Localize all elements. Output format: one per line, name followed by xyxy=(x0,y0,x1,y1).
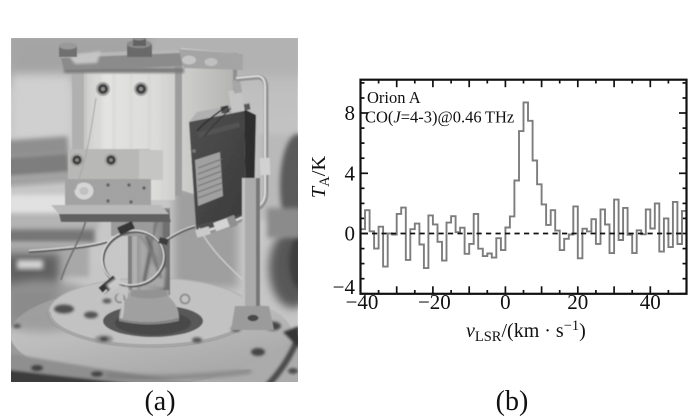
svg-text:CO(J=4-3)@0.46 THz: CO(J=4-3)@0.46 THz xyxy=(365,108,514,127)
svg-text:4: 4 xyxy=(345,162,356,186)
svg-text:20: 20 xyxy=(567,290,588,314)
svg-text:8: 8 xyxy=(345,101,356,125)
svg-text:vLSR/(km · s−1): vLSR/(km · s−1) xyxy=(466,318,586,345)
svg-text:TA/K: TA/K xyxy=(308,156,333,199)
svg-text:(a): (a) xyxy=(144,386,175,417)
svg-text:−40: −40 xyxy=(346,290,379,314)
svg-text:0: 0 xyxy=(345,222,356,246)
svg-text:40: 40 xyxy=(640,290,661,314)
svg-text:(b): (b) xyxy=(496,386,529,417)
svg-text:0: 0 xyxy=(500,290,511,314)
svg-text:−4: −4 xyxy=(333,275,356,299)
svg-text:Orion A: Orion A xyxy=(367,88,421,107)
svg-text:−20: −20 xyxy=(418,290,451,314)
